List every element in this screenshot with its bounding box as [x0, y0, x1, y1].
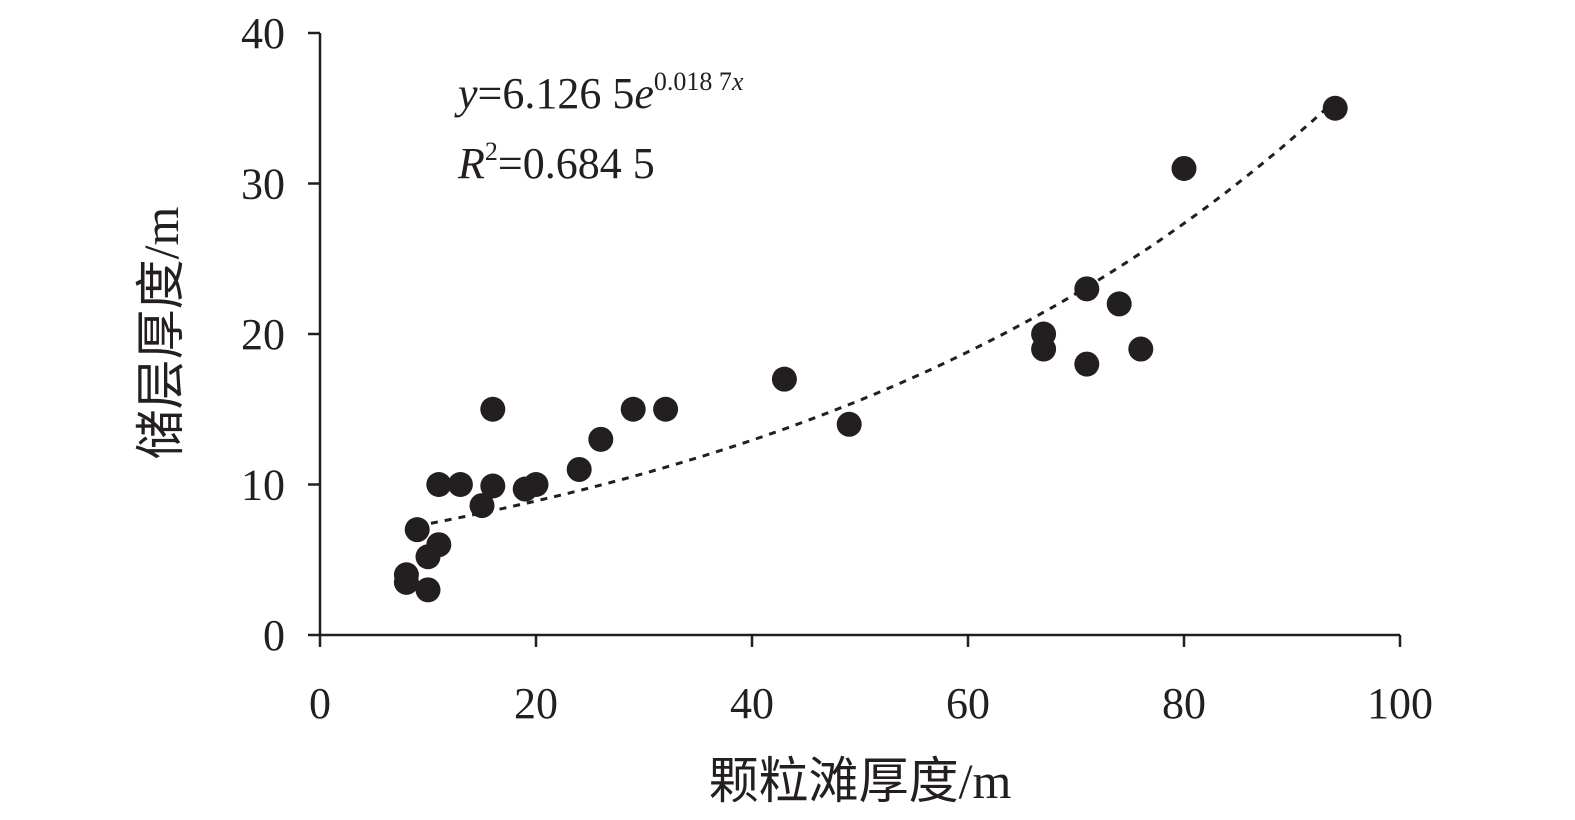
- trendline-curve: [416, 99, 1337, 528]
- data-point: [566, 456, 592, 482]
- x-axis-title: 颗粒滩厚度/m: [709, 753, 1012, 809]
- x-tick-label: 60: [946, 679, 990, 728]
- data-point: [588, 426, 614, 452]
- equation-coefficient: =6.126 5: [478, 69, 635, 118]
- x-tick-label: 0: [309, 679, 331, 728]
- data-point: [469, 493, 495, 519]
- y-tick-label: 40: [241, 9, 285, 58]
- equation-exponent: 0.018 7: [654, 67, 732, 96]
- equation-y-var: y: [454, 69, 478, 118]
- equation-exponent-var: x: [731, 67, 744, 96]
- data-points: [393, 95, 1348, 603]
- x-tick-label: 80: [1162, 679, 1206, 728]
- data-point: [771, 366, 797, 392]
- axes: 0 20 40 60 80 100 0 10 20 30 40: [241, 9, 1433, 728]
- data-point: [426, 532, 452, 558]
- x-tick-label: 100: [1367, 679, 1433, 728]
- data-point: [415, 577, 441, 603]
- y-tick-label: 20: [241, 310, 285, 359]
- x-tick-label: 40: [730, 679, 774, 728]
- data-point: [653, 396, 679, 422]
- y-tick-label: 30: [241, 160, 285, 209]
- data-point: [1074, 276, 1100, 302]
- data-point: [393, 562, 419, 588]
- data-point: [1074, 351, 1100, 377]
- x-tick-label: 20: [514, 679, 558, 728]
- data-point: [447, 472, 473, 497]
- data-point: [1128, 336, 1154, 362]
- data-point: [1031, 321, 1057, 347]
- data-point: [620, 396, 646, 422]
- equation-annotation: y=6.126 5e0.018 7x: [454, 67, 744, 118]
- trendline: [416, 99, 1337, 528]
- r2-value: =0.684 5: [498, 139, 655, 188]
- data-point: [523, 472, 549, 497]
- r2-r: R: [457, 139, 485, 188]
- data-point: [404, 517, 430, 543]
- data-point: [1106, 291, 1132, 317]
- y-tick-label: 0: [263, 611, 285, 660]
- equation-e: e: [634, 69, 654, 118]
- y-axis-title: 储层厚度/m: [133, 207, 189, 460]
- data-point: [836, 411, 862, 437]
- data-point: [480, 473, 506, 499]
- data-point: [1322, 95, 1348, 121]
- r-squared-annotation: R2=0.684 5: [457, 137, 655, 188]
- r2-sup: 2: [485, 137, 498, 166]
- data-point: [1171, 155, 1197, 181]
- y-tick-label: 10: [241, 461, 285, 510]
- data-point: [480, 396, 506, 422]
- data-point: [426, 472, 452, 497]
